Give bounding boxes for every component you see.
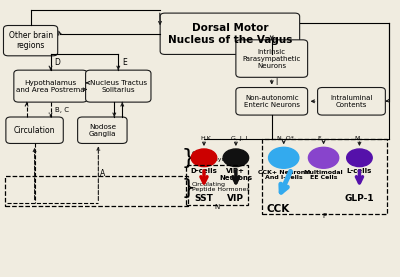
FancyBboxPatch shape (236, 88, 308, 115)
Text: D: D (54, 58, 60, 67)
Text: G, J, L: G, J, L (231, 136, 249, 141)
Text: B, C: B, C (54, 107, 68, 112)
Text: L-cells: L-cells (347, 168, 372, 174)
FancyBboxPatch shape (318, 88, 385, 115)
Text: D-cells: D-cells (190, 168, 218, 174)
FancyBboxPatch shape (236, 40, 308, 77)
Text: Multimodal
EE Cells: Multimodal EE Cells (304, 170, 343, 180)
Text: CCK: CCK (266, 204, 289, 214)
Text: CCK+ Neurons
And I-Cells: CCK+ Neurons And I-Cells (258, 170, 309, 180)
Text: Nucleus Tractus
Solitarius: Nucleus Tractus Solitarius (90, 79, 147, 93)
Text: VIP+
Neurons: VIP+ Neurons (219, 168, 252, 181)
Text: VIP: VIP (227, 194, 244, 202)
Text: Dorsal Motor
Nucleus of the Vagus: Dorsal Motor Nucleus of the Vagus (168, 23, 292, 45)
Text: Gut
parenchyma: Gut parenchyma (192, 151, 232, 161)
Text: Intrinsic
Parasympathetic
Neurons: Intrinsic Parasympathetic Neurons (242, 48, 301, 69)
Text: M: M (355, 136, 360, 141)
Text: Nodose
Ganglia: Nodose Ganglia (88, 124, 116, 137)
Circle shape (308, 147, 339, 168)
Circle shape (347, 149, 372, 166)
Text: }: } (182, 178, 196, 198)
Text: E: E (122, 58, 127, 67)
Text: SST: SST (194, 194, 214, 202)
FancyBboxPatch shape (6, 117, 63, 143)
Text: I: I (276, 78, 278, 87)
Circle shape (191, 149, 217, 166)
FancyBboxPatch shape (86, 70, 151, 102)
FancyBboxPatch shape (78, 117, 127, 143)
Text: F: F (318, 136, 321, 141)
Circle shape (223, 149, 249, 166)
Text: A: A (100, 169, 106, 178)
Text: Hypothalamus
and Area Postrema: Hypothalamus and Area Postrema (16, 79, 85, 93)
FancyBboxPatch shape (160, 13, 300, 55)
Text: Circulation: Circulation (14, 126, 55, 135)
Text: P: P (322, 214, 326, 219)
Text: N: N (214, 204, 220, 210)
Text: Other brain
regions: Other brain regions (8, 31, 53, 50)
Text: Circulating
Peptide Hormones: Circulating Peptide Hormones (192, 182, 250, 193)
FancyBboxPatch shape (14, 70, 87, 102)
Text: Non-autonomic
Enteric Neurons: Non-autonomic Enteric Neurons (244, 95, 300, 108)
Circle shape (268, 147, 299, 168)
Text: GLP-1: GLP-1 (345, 194, 374, 202)
FancyBboxPatch shape (4, 25, 58, 56)
Text: H,K: H,K (200, 136, 211, 141)
Text: }: } (182, 148, 196, 168)
Text: Intraluminal
Contents: Intraluminal Contents (330, 95, 373, 108)
Text: N, O*: N, O* (277, 136, 294, 141)
